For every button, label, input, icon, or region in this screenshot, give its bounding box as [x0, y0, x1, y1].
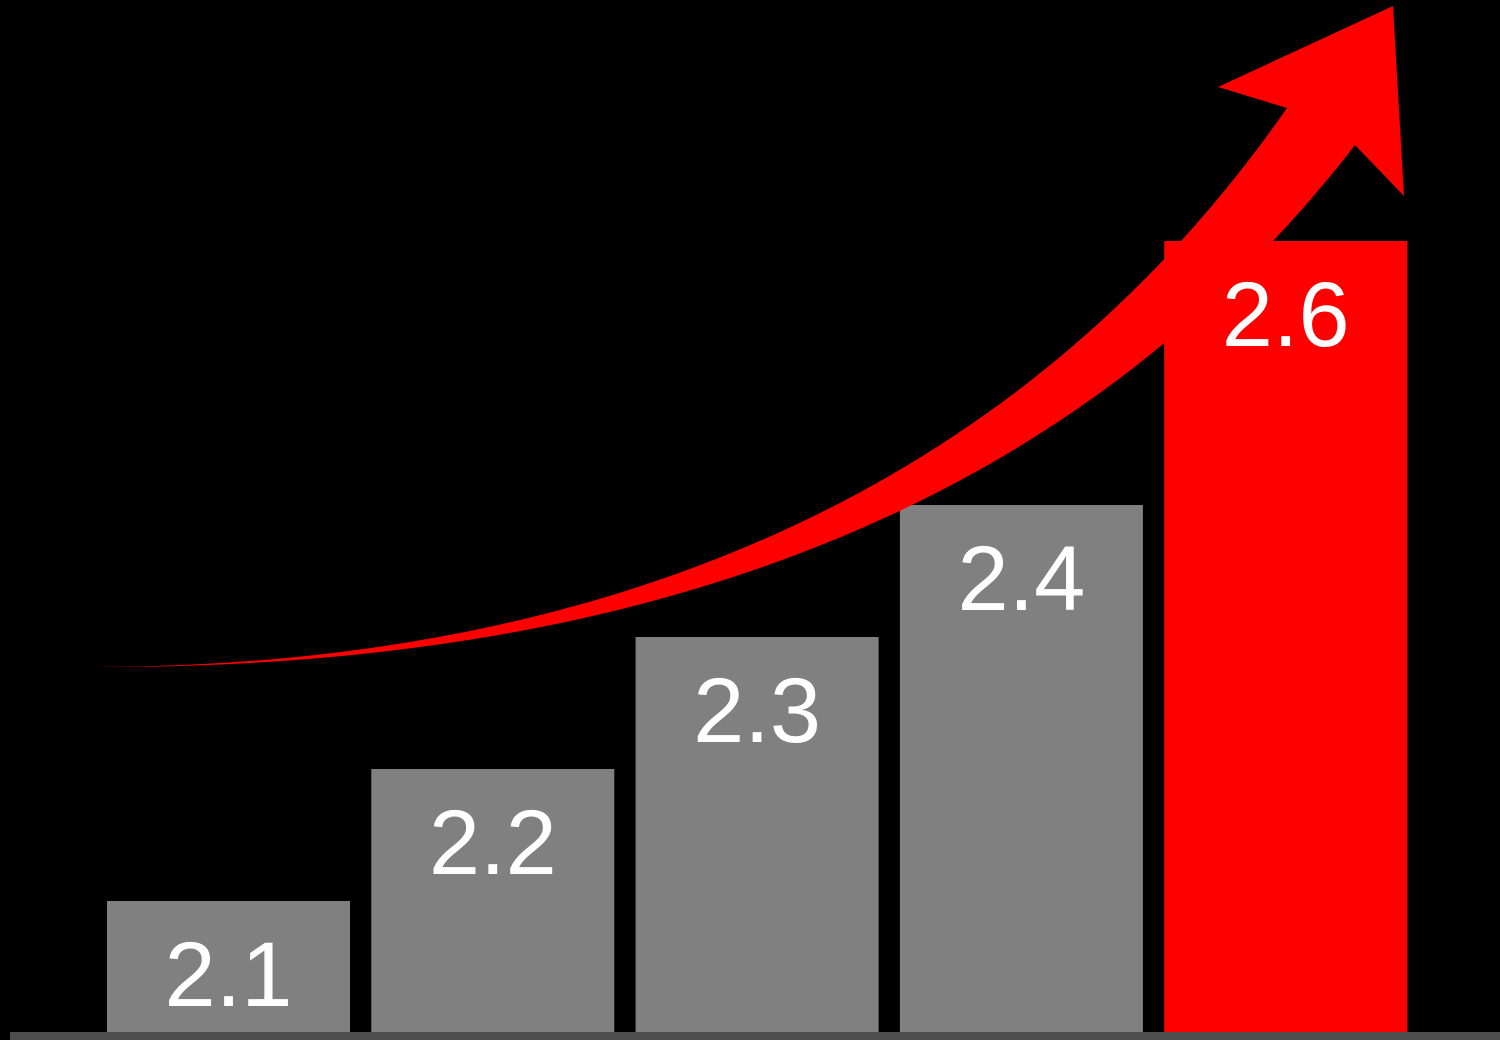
bar-5 — [1164, 241, 1408, 1033]
bar-1 — [107, 901, 350, 1033]
baseline-axis — [10, 1032, 1500, 1040]
bar-2 — [371, 769, 615, 1033]
bar-value-label-5: 2.6 — [1222, 264, 1350, 366]
bar-value-label-2: 2.2 — [429, 792, 557, 894]
bar-value-label-1: 2.1 — [165, 924, 293, 1026]
bar-value-label-4: 2.4 — [957, 528, 1085, 630]
bar-3 — [635, 637, 879, 1033]
bar-4 — [899, 505, 1143, 1033]
bar-value-label-3: 2.3 — [693, 660, 821, 762]
trend-arrow-icon — [85, 6, 1404, 668]
labels-group: 2.1 2.2 2.3 2.4 2.6 — [165, 264, 1350, 1026]
bars-group — [107, 241, 1408, 1033]
